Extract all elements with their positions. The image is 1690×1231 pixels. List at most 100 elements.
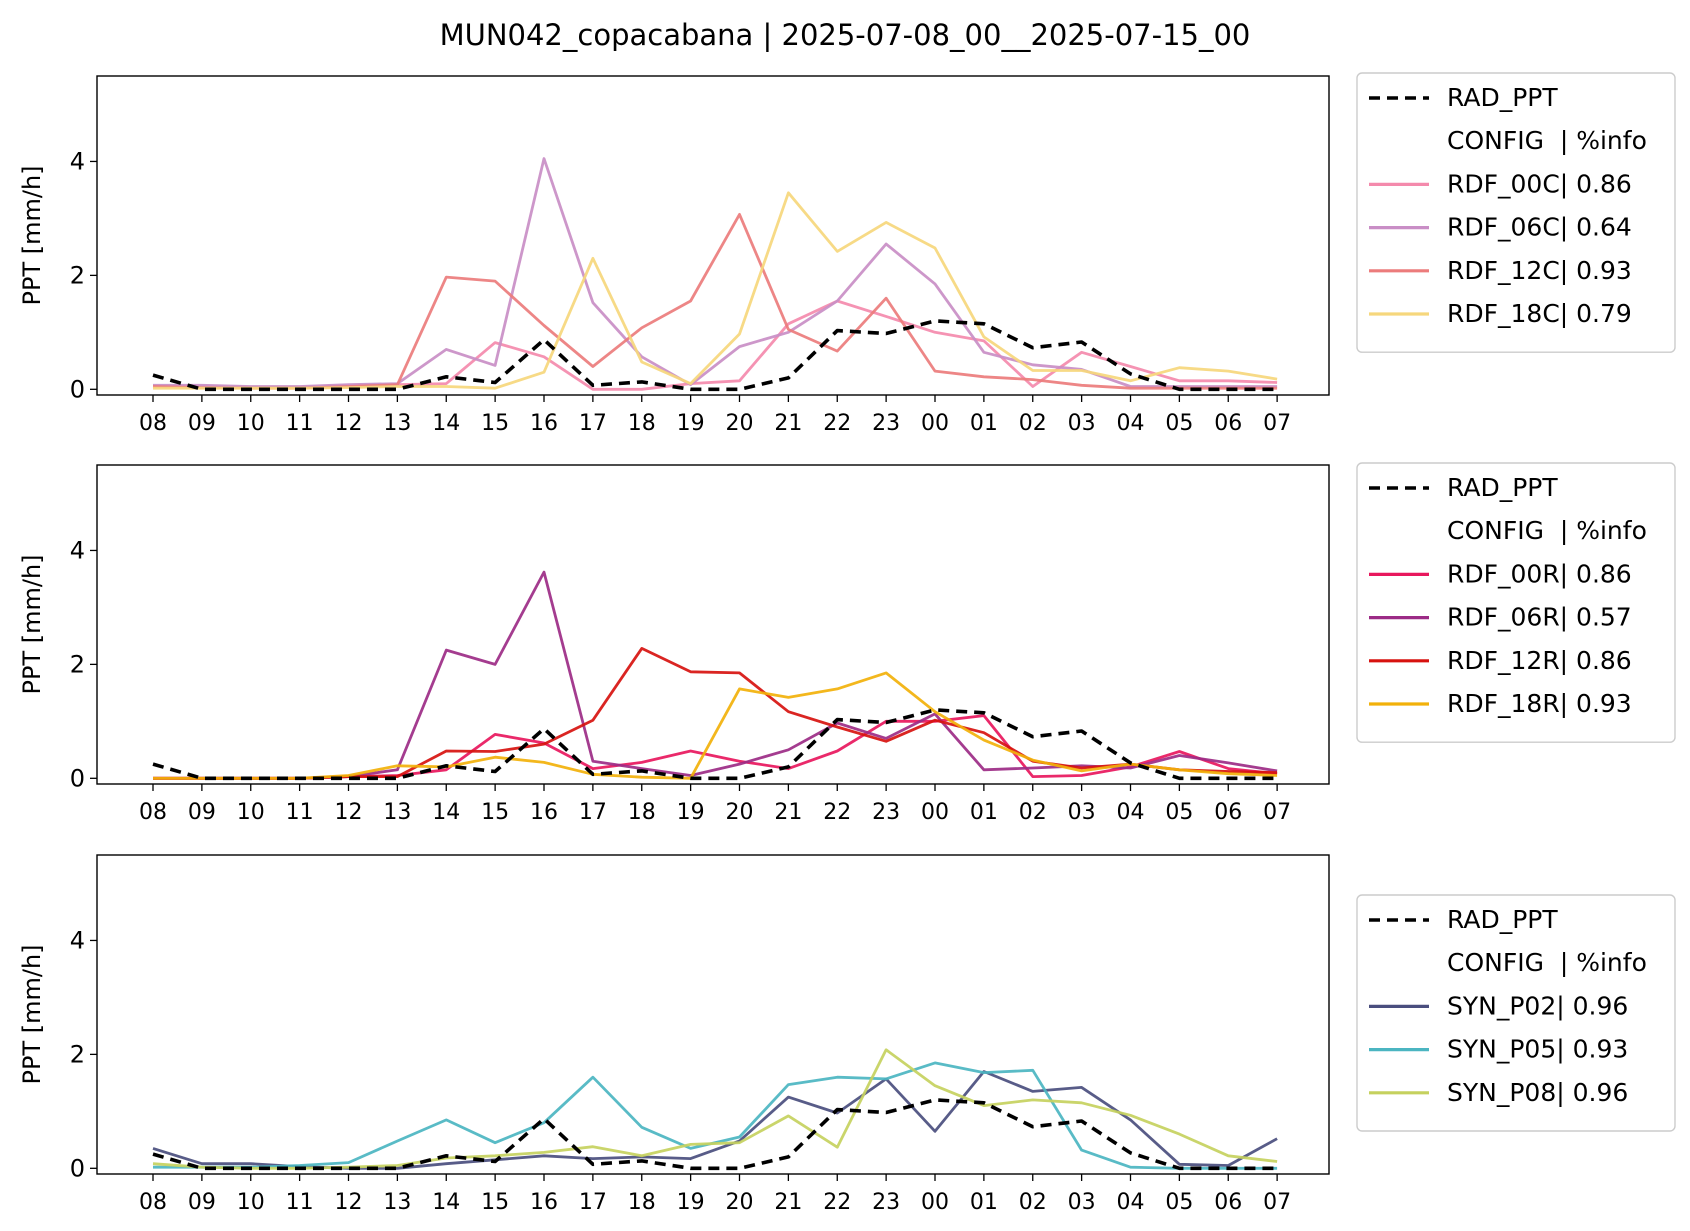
x-tick-label: 20: [726, 1190, 754, 1215]
x-tick-label: 09: [188, 1190, 216, 1215]
legend-label: RDF_00R| 0.86: [1447, 559, 1632, 588]
legend-box: [1356, 462, 1676, 743]
x-tick-label: 06: [1214, 800, 1242, 825]
x-tick-label: 22: [823, 1190, 851, 1215]
x-tick-label: 17: [579, 411, 607, 436]
x-tick-label: 04: [1117, 1190, 1145, 1215]
x-tick-label: 23: [872, 800, 900, 825]
y-tick-label: 4: [70, 147, 85, 175]
x-tick-label: 16: [530, 800, 558, 825]
legend-label: RDF_06C| 0.64: [1447, 213, 1632, 242]
panel-3: 08 09 10 11 12 13 14 15 16 17 18 19 20 21 22 23 00 01 02 03…: [18, 854, 1676, 1215]
legend-label: RAD_PPT: [1447, 83, 1558, 112]
plot-frame: [96, 464, 1330, 785]
x-tick-label: 01: [970, 411, 998, 436]
y-axis-label: PPT [mm/h]: [18, 554, 46, 694]
x-tick-label: 04: [1117, 800, 1145, 825]
x-tick-label: 08: [139, 800, 167, 825]
x-tick-label: 11: [286, 1190, 314, 1215]
x-tick-label: 01: [970, 1190, 998, 1215]
legend: RAD_PPT CONFIG | %info RDF_00R| 0.86 RDF_06…: [1356, 462, 1676, 743]
x-tick-label: 21: [774, 411, 802, 436]
x-tick-label: 15: [481, 1190, 509, 1215]
legend-label: RDF_00C| 0.86: [1447, 169, 1632, 198]
x-tick-label: 10: [237, 1190, 265, 1215]
x-tick-label: 23: [872, 1190, 900, 1215]
x-tick-label: 18: [628, 411, 656, 436]
series-line-rdf-12r: [153, 647, 1278, 780]
x-tick-label: 18: [628, 800, 656, 825]
x-tick-label: 13: [383, 411, 411, 436]
x-tick-label: 05: [1165, 1190, 1193, 1215]
x-tick-label: 08: [139, 411, 167, 436]
legend-label: RDF_06R| 0.57: [1447, 603, 1632, 632]
chart-title: MUN042_copacabana | 2025-07-08_00__2025-…: [440, 18, 1251, 52]
x-tick-label: 19: [677, 411, 705, 436]
y-axis-label: PPT [mm/h]: [18, 165, 46, 305]
x-tick-label: 02: [1019, 800, 1047, 825]
series-line-rdf-18r: [153, 671, 1278, 780]
x-tick-label: 00: [921, 411, 949, 436]
x-tick-label: 11: [286, 411, 314, 436]
x-tick-label: 02: [1019, 411, 1047, 436]
x-tick-label: 08: [139, 1190, 167, 1215]
x-tick-label: 15: [481, 411, 509, 436]
x-tick-label: 06: [1214, 411, 1242, 436]
series-line-rad-ppt: [152, 319, 1278, 392]
x-tick-label: 00: [921, 1190, 949, 1215]
y-tick-label: 4: [70, 926, 85, 954]
legend: RAD_PPT CONFIG | %info SYN_P02| 0.96 SYN_P0…: [1356, 894, 1676, 1132]
legend: RAD_PPT CONFIG | %info RDF_00C| 0.86 RDF_06…: [1356, 72, 1676, 353]
x-tick-label: 22: [823, 411, 851, 436]
x-tick-label: 10: [237, 800, 265, 825]
legend-label: RDF_18C| 0.79: [1447, 299, 1632, 328]
series-line-syn-p02: [152, 1070, 1278, 1170]
x-tick-label: 12: [335, 1190, 363, 1215]
x-tick-label: 05: [1165, 800, 1193, 825]
legend-label: SYN_P05| 0.93: [1447, 1035, 1628, 1064]
legend-label: RAD_PPT: [1447, 905, 1558, 934]
plot-frame: [96, 854, 1330, 1175]
plot-frame: [96, 75, 1330, 396]
x-tick-label: 14: [432, 1190, 460, 1215]
series-line-rad-ppt: [152, 708, 1278, 781]
x-tick-label: 16: [530, 1190, 558, 1215]
series-line-syn-p05: [153, 1061, 1278, 1170]
x-tick-label: 09: [188, 411, 216, 436]
y-axis-label: PPT [mm/h]: [18, 944, 46, 1084]
x-tick-label: 07: [1263, 1190, 1291, 1215]
x-tick-label: 05: [1165, 411, 1193, 436]
series-line-rdf-06c: [153, 157, 1278, 388]
x-tick-label: 22: [823, 800, 851, 825]
x-tick-label: 16: [530, 411, 558, 436]
legend-label: RDF_12C| 0.93: [1447, 256, 1632, 285]
x-tick-label: 15: [481, 800, 509, 825]
x-tick-label: 13: [383, 1190, 411, 1215]
series-line-rdf-12c: [152, 212, 1278, 390]
y-tick-label: 4: [70, 536, 85, 564]
x-tick-label: 14: [432, 411, 460, 436]
x-tick-label: 19: [677, 800, 705, 825]
x-tick-label: 23: [872, 411, 900, 436]
x-tick-label: 21: [774, 800, 802, 825]
x-tick-label: 11: [286, 800, 314, 825]
x-tick-label: 09: [188, 800, 216, 825]
legend-label: RDF_12R| 0.86: [1447, 646, 1632, 675]
x-tick-label: 01: [970, 800, 998, 825]
legend-header: CONFIG | %info: [1447, 948, 1647, 977]
x-tick-label: 10: [237, 411, 265, 436]
y-tick-label: 2: [70, 261, 85, 289]
y-tick-label: 2: [70, 650, 85, 678]
legend-header: CONFIG | %info: [1447, 126, 1647, 155]
x-tick-label: 17: [579, 1190, 607, 1215]
x-tick-label: 04: [1117, 411, 1145, 436]
panel-2: 08 09 10 11 12 13 14 15 16 17 18 19 20 21 22 23 00 01 02 03…: [18, 462, 1676, 825]
series-line-rad-ppt: [152, 1098, 1278, 1171]
legend-label: RDF_18R| 0.93: [1447, 689, 1632, 718]
y-tick-label: 2: [70, 1040, 85, 1068]
x-tick-label: 18: [628, 1190, 656, 1215]
x-tick-label: 12: [335, 800, 363, 825]
x-tick-label: 03: [1068, 411, 1096, 436]
x-tick-label: 20: [726, 800, 754, 825]
